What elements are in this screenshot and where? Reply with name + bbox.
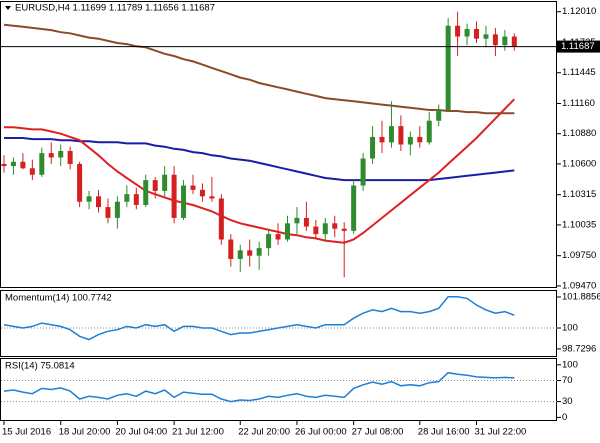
candle-body — [351, 185, 357, 231]
candle-body — [511, 36, 517, 47]
indicator-title: Momentum(14) 100.7742 — [5, 293, 112, 304]
candle-body — [417, 136, 423, 143]
indicator-line — [3, 296, 515, 341]
candle-body — [303, 217, 309, 227]
candle-body — [86, 196, 92, 202]
y-tick-label: 1.10315 — [562, 189, 596, 200]
candle-body — [322, 223, 328, 235]
y-tick-label: 1.09750 — [562, 250, 596, 261]
x-tick-label: 20 Jul 04:00 — [115, 427, 167, 438]
candle-body — [209, 196, 215, 199]
candle-body — [502, 36, 508, 46]
candle-body — [341, 228, 347, 231]
chart-title: EURUSD,H4 1.11699 1.11789 1.11656 1.1168… — [15, 3, 215, 14]
y-tick-label: 101.8856 — [562, 292, 600, 303]
candle-body — [171, 174, 177, 218]
y-tick-label: 30 — [562, 396, 573, 407]
candle-body — [436, 109, 442, 121]
candle-body — [256, 248, 262, 256]
candle-body — [398, 126, 404, 145]
x-tick-label: 27 Jul 08:00 — [352, 427, 404, 438]
candle-body — [247, 250, 253, 256]
candle-body — [275, 234, 281, 240]
candle-body — [199, 189, 205, 197]
x-tick-label: 26 Jul 00:00 — [295, 427, 347, 438]
candle-body — [124, 194, 130, 202]
moving-average — [4, 98, 516, 244]
candle-body — [474, 28, 479, 39]
candle-body — [360, 158, 366, 186]
candle-body — [379, 136, 385, 143]
candle-body — [332, 223, 338, 229]
y-tick-label: 1.12010 — [562, 6, 596, 17]
candle-body — [388, 126, 394, 143]
y-tick-label: 1.11160 — [562, 98, 595, 109]
candle-body — [370, 136, 376, 159]
candle-body — [285, 223, 290, 240]
candle-body — [77, 163, 83, 202]
candle-body — [313, 226, 319, 235]
candle-body — [266, 234, 272, 249]
y-tick-label: 98.7296 — [562, 343, 596, 354]
candle-body — [96, 196, 101, 208]
y-tick-label: 0 — [562, 412, 567, 423]
y-tick-label: 1.09470 — [562, 280, 596, 291]
candle-body — [483, 34, 489, 39]
candle-body — [67, 150, 73, 164]
menu-arrow — [5, 6, 11, 10]
candle-body — [464, 28, 470, 37]
y-tick-label: 1.10035 — [562, 219, 596, 230]
candle-body — [445, 25, 451, 110]
candle-body — [492, 34, 498, 46]
candle-body — [133, 194, 139, 205]
y-tick-label: 1.10600 — [562, 158, 596, 169]
x-tick-label: 15 Jul 2016 — [2, 427, 51, 438]
candle-body — [407, 136, 413, 145]
candle-body — [10, 161, 16, 167]
x-tick-label: 18 Jul 20:00 — [59, 427, 111, 438]
candle-body — [228, 239, 234, 259]
candle-body — [39, 153, 45, 175]
x-tick-label: 21 Jul 12:00 — [172, 427, 224, 438]
y-tick-label: 70 — [562, 375, 573, 386]
y-tick-label: 100 — [562, 359, 578, 370]
candle-body — [114, 201, 120, 218]
rsi-panel — [0, 358, 557, 421]
candle-body — [162, 174, 168, 191]
y-tick-label: 1.11445 — [562, 67, 596, 78]
main-panel — [0, 1, 557, 288]
x-tick-label: 31 Jul 22:00 — [475, 427, 527, 438]
candle-body — [143, 180, 149, 205]
moving-average — [3, 23, 515, 115]
candle-body — [152, 180, 158, 191]
candle-body — [29, 168, 35, 175]
x-tick-label: 22 Jul 20:00 — [238, 427, 290, 438]
candle-body — [294, 217, 300, 224]
candle-body — [105, 207, 111, 218]
candle-body — [58, 150, 64, 158]
candle-body — [455, 25, 461, 37]
candle-body — [237, 250, 243, 259]
y-tick-label: 100 — [562, 323, 578, 334]
candle-body — [426, 120, 432, 143]
momentum-panel — [0, 290, 557, 357]
candle-body — [218, 198, 224, 240]
candle-body — [1, 163, 7, 167]
candle-body — [181, 185, 187, 218]
indicator-line — [3, 371, 515, 403]
candle-body — [48, 153, 54, 158]
last-price-box — [557, 40, 600, 53]
candle-body — [190, 185, 196, 190]
last-price-label: 1.11687 — [561, 41, 595, 52]
x-tick-label: 28 Jul 16:00 — [418, 427, 470, 438]
y-tick-label: 1.10880 — [562, 128, 596, 139]
indicator-title: RSI(14) 75.0814 — [5, 361, 75, 372]
candle-body — [20, 161, 26, 169]
